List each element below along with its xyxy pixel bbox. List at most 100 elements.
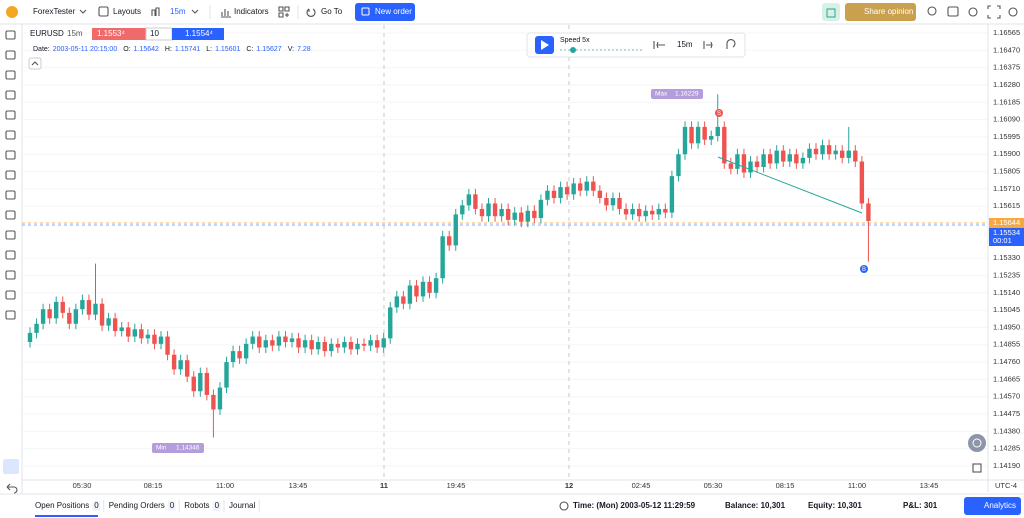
tool-icon[interactable] (5, 110, 16, 120)
search-icon[interactable] (927, 6, 937, 16)
timeframe[interactable]: 15m (170, 7, 186, 16)
tool-icon[interactable] (5, 270, 16, 280)
tool-icon[interactable] (5, 150, 16, 160)
tab-count[interactable]: 0 (170, 501, 175, 510)
layouts[interactable]: Layouts (113, 7, 141, 16)
sell-button[interactable] (92, 28, 146, 40)
candle-body (283, 336, 288, 343)
tool-icon[interactable] (5, 190, 16, 200)
tab[interactable]: Open Positions (35, 501, 89, 510)
tab[interactable]: Robots (184, 501, 209, 510)
candle-body (767, 154, 773, 164)
play-icon (541, 40, 549, 50)
buy-price[interactable]: 1.1554⁴ (185, 29, 213, 38)
indicators-icon[interactable] (221, 9, 231, 18)
playback-timeframe[interactable]: 15m (677, 40, 693, 49)
tool-icon[interactable] (5, 50, 16, 60)
y-tick-label: 1.14475 (993, 409, 1020, 418)
tool-icon[interactable] (5, 90, 16, 100)
tab[interactable]: Journal (229, 501, 255, 510)
step-forward[interactable] (703, 41, 713, 49)
tool-icon[interactable] (5, 250, 16, 260)
candle-body (512, 212, 517, 220)
timezone[interactable]: UTC-4 (995, 481, 1017, 490)
fullscreen-icon[interactable] (987, 5, 1001, 19)
collapse-button[interactable] (28, 57, 42, 70)
step-back[interactable] (653, 41, 665, 49)
tab[interactable]: Pending Orders (109, 501, 165, 510)
jump-icon[interactable] (726, 39, 736, 49)
tool-icon[interactable] (5, 130, 16, 140)
candle-body (217, 387, 223, 410)
chevron[interactable] (79, 9, 87, 14)
goto-icon[interactable] (306, 8, 316, 17)
candle-body (807, 148, 812, 158)
share-button[interactable] (845, 3, 916, 21)
layouts-icon[interactable] (98, 6, 109, 17)
gift-button[interactable] (822, 3, 840, 21)
candle-body (316, 342, 321, 350)
extreme-label-box (651, 89, 703, 99)
share-icon[interactable] (968, 7, 978, 17)
sell-price[interactable]: 1.1553⁴ (97, 29, 125, 38)
countdown: 00:01 (993, 236, 1012, 245)
tab-count[interactable]: 0 (94, 501, 99, 510)
candle-body (388, 307, 393, 339)
tool-icon[interactable] (5, 170, 16, 180)
symbol-timeframe[interactable]: 15m (67, 29, 83, 38)
tool-icon[interactable] (5, 70, 16, 80)
analytics[interactable]: Analytics (984, 501, 1016, 510)
scroll-button[interactable] (968, 434, 986, 452)
templates-icon[interactable] (278, 6, 290, 18)
pnl: P&L: 301 (903, 501, 938, 510)
candle-body (440, 236, 445, 279)
analytics-button[interactable] (964, 497, 1021, 515)
logo[interactable] (6, 6, 18, 18)
lot[interactable]: 10 (150, 29, 159, 38)
candle-body (165, 336, 170, 355)
candle-body (466, 194, 472, 206)
tool-icon[interactable] (5, 30, 16, 40)
new-order[interactable]: New order (375, 7, 412, 16)
candle-body (40, 309, 46, 324)
sync-button[interactable] (3, 459, 19, 474)
speed-thumb[interactable] (570, 47, 576, 53)
tool-icon[interactable] (5, 210, 16, 220)
buy-marker[interactable] (860, 265, 868, 273)
info-label: C: (246, 46, 253, 53)
chart-type-icon[interactable] (151, 7, 160, 16)
candle-body (355, 343, 360, 350)
sell-marker[interactable] (715, 109, 723, 117)
tool-icon[interactable] (5, 290, 16, 300)
undo-icon[interactable] (6, 483, 18, 494)
tool-icon[interactable] (5, 230, 16, 240)
go-to[interactable]: Go To (321, 7, 343, 16)
candle-body (840, 150, 845, 158)
new-order-button[interactable] (355, 3, 415, 21)
candle-body (27, 332, 33, 343)
candle-body (342, 342, 347, 348)
candle-body (263, 340, 268, 348)
y-tick-label: 1.16280 (993, 80, 1020, 89)
candle-body (617, 197, 622, 209)
candle-body (453, 214, 458, 246)
indicators[interactable]: Indicators (234, 7, 269, 16)
extreme-value: 1.14346 (176, 445, 200, 452)
x-tick-label: 05:30 (704, 481, 723, 490)
settings-icon[interactable] (1008, 7, 1018, 17)
candle-body (237, 351, 242, 359)
candle-body (538, 199, 544, 219)
auto-scale-icon[interactable] (972, 463, 982, 473)
share-opinion[interactable]: Share opinion (864, 7, 913, 16)
tab-count[interactable]: 0 (215, 501, 220, 510)
tool-icon[interactable] (5, 310, 16, 320)
candle-body (578, 183, 583, 191)
chevron[interactable] (191, 9, 199, 14)
buy-button[interactable] (172, 28, 224, 40)
candle-body (152, 334, 157, 344)
camera-icon[interactable] (947, 6, 959, 17)
brand[interactable]: ForexTester (33, 7, 76, 16)
candle-body (630, 208, 635, 215)
y-tick-label: 1.15900 (993, 149, 1020, 158)
